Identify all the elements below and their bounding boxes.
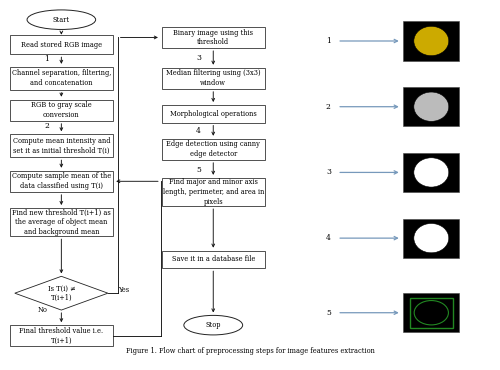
Text: Final threshold value i.e.
T(i+1): Final threshold value i.e. T(i+1) bbox=[20, 327, 103, 345]
FancyBboxPatch shape bbox=[10, 134, 113, 157]
Text: Compute sample mean of the
data classified using T(i): Compute sample mean of the data classifi… bbox=[12, 172, 111, 190]
Text: Yes: Yes bbox=[118, 286, 129, 294]
Ellipse shape bbox=[414, 300, 448, 325]
FancyBboxPatch shape bbox=[10, 67, 113, 90]
FancyBboxPatch shape bbox=[162, 68, 264, 89]
Text: Compute mean intensity and
set it as initial threshold T(i): Compute mean intensity and set it as ini… bbox=[12, 137, 110, 155]
Text: Morphological operations: Morphological operations bbox=[170, 110, 256, 118]
FancyBboxPatch shape bbox=[403, 293, 460, 332]
Text: 1: 1 bbox=[326, 37, 331, 45]
Text: Is T(i) ≠
T(i+1): Is T(i) ≠ T(i+1) bbox=[48, 285, 75, 302]
FancyBboxPatch shape bbox=[162, 178, 264, 206]
Ellipse shape bbox=[414, 26, 449, 56]
Text: RGB to gray scale
conversion: RGB to gray scale conversion bbox=[31, 101, 92, 119]
Text: 2: 2 bbox=[326, 103, 331, 111]
Text: Find major and minor axis
length, perimeter, and area in
pixels: Find major and minor axis length, perime… bbox=[162, 178, 264, 206]
Text: Start: Start bbox=[53, 16, 70, 24]
FancyBboxPatch shape bbox=[403, 21, 460, 61]
Text: 4: 4 bbox=[196, 127, 201, 135]
FancyBboxPatch shape bbox=[10, 325, 113, 346]
Text: Save it in a database file: Save it in a database file bbox=[172, 255, 255, 263]
Text: Binary image using this
threshold: Binary image using this threshold bbox=[174, 28, 254, 46]
Text: Figure 1. Flow chart of preprocessing steps for image features extraction: Figure 1. Flow chart of preprocessing st… bbox=[126, 347, 374, 354]
Text: Channel separation, filtering,
and concatenation: Channel separation, filtering, and conca… bbox=[12, 70, 111, 87]
Text: Read stored RGB image: Read stored RGB image bbox=[21, 41, 102, 48]
Text: Edge detection using canny
edge detector: Edge detection using canny edge detector bbox=[166, 141, 260, 158]
FancyBboxPatch shape bbox=[403, 153, 460, 192]
Text: Stop: Stop bbox=[206, 321, 221, 329]
FancyBboxPatch shape bbox=[162, 139, 264, 160]
Text: 3: 3 bbox=[326, 168, 331, 176]
FancyBboxPatch shape bbox=[10, 208, 113, 236]
FancyBboxPatch shape bbox=[162, 27, 264, 48]
Ellipse shape bbox=[27, 10, 96, 30]
Ellipse shape bbox=[414, 92, 449, 121]
Text: 2: 2 bbox=[44, 122, 49, 130]
FancyBboxPatch shape bbox=[10, 35, 113, 54]
Text: 4: 4 bbox=[326, 234, 331, 242]
Polygon shape bbox=[15, 276, 108, 310]
FancyBboxPatch shape bbox=[10, 100, 113, 121]
Ellipse shape bbox=[184, 315, 242, 335]
Text: 3: 3 bbox=[196, 54, 201, 62]
FancyBboxPatch shape bbox=[410, 298, 453, 327]
FancyBboxPatch shape bbox=[162, 250, 264, 268]
Text: 5: 5 bbox=[326, 309, 331, 317]
Text: 5: 5 bbox=[196, 166, 201, 174]
Ellipse shape bbox=[414, 223, 449, 253]
Ellipse shape bbox=[414, 158, 449, 187]
Text: Find new threshold T(i+1) as
the average of object mean
and background mean: Find new threshold T(i+1) as the average… bbox=[12, 208, 110, 236]
FancyBboxPatch shape bbox=[10, 171, 113, 192]
FancyBboxPatch shape bbox=[162, 105, 264, 123]
FancyBboxPatch shape bbox=[403, 87, 460, 126]
Text: 1: 1 bbox=[44, 56, 49, 64]
FancyBboxPatch shape bbox=[403, 219, 460, 258]
Text: Median filtering using (3x3)
window: Median filtering using (3x3) window bbox=[166, 70, 260, 87]
Text: No: No bbox=[38, 306, 48, 314]
